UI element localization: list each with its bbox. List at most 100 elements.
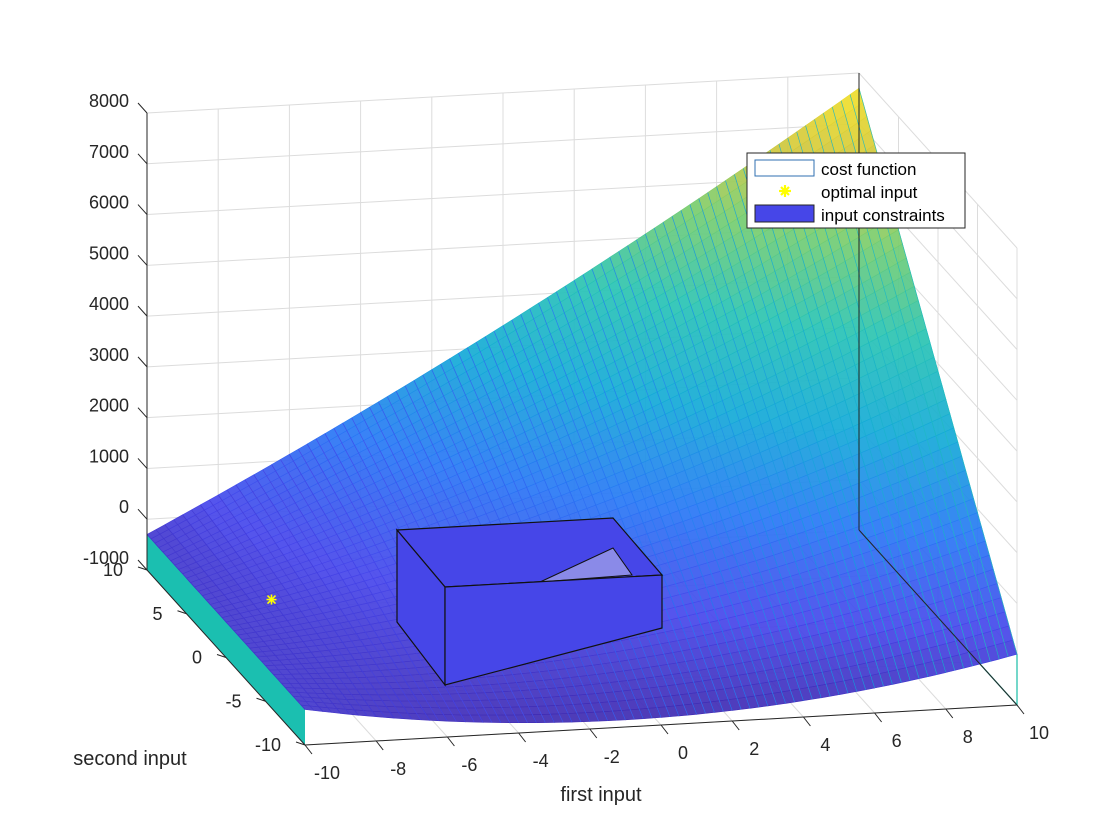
z-tick-label: 8000 — [89, 91, 129, 111]
y-tick-mark — [256, 697, 266, 702]
surface-mesh-line — [511, 319, 671, 717]
z-tick-mark — [137, 508, 148, 520]
x-tick-label: 0 — [678, 743, 688, 763]
z-tick-mark — [137, 407, 148, 419]
x-axis-label: first input — [560, 784, 642, 806]
surface-mesh-line — [760, 156, 920, 679]
z-tick-mark — [137, 254, 148, 266]
surface-mesh-line — [217, 494, 377, 717]
surface-mesh-line — [689, 204, 849, 694]
surface-mesh-line — [653, 228, 813, 700]
x-tick-mark — [803, 716, 811, 727]
surface-mesh-line — [609, 257, 769, 707]
surface-mesh-line — [200, 504, 359, 716]
surface-mesh-line — [680, 210, 840, 695]
z-tick-label: 4000 — [89, 294, 129, 314]
legend-swatch-optimal-input — [779, 185, 791, 197]
surface-mesh-line — [155, 529, 315, 711]
surface-mesh-line — [591, 268, 751, 709]
surface-mesh-line — [734, 174, 893, 685]
surface-mesh-line — [538, 302, 697, 715]
y-tick-label: 5 — [152, 604, 162, 624]
surface-mesh-line — [573, 280, 733, 711]
surface-mesh-line — [547, 297, 706, 714]
x-tick-mark — [945, 708, 954, 719]
z-tick-label: 2000 — [89, 396, 129, 416]
surface-mesh-line — [262, 469, 421, 720]
right-floor-edge — [858, 529, 1018, 706]
surface-mesh-line — [627, 245, 786, 704]
legend: cost function optimal input input constr… — [746, 152, 966, 229]
z-tick-mark — [137, 458, 148, 469]
surface-mesh-line — [244, 479, 404, 719]
z-tick-label: 3000 — [89, 345, 129, 365]
x-tick-label: 2 — [749, 739, 759, 759]
z-tick-mark — [137, 102, 148, 114]
y-tick-mark — [295, 741, 306, 746]
grid-line — [146, 123, 860, 165]
surface-mesh-line — [209, 499, 368, 717]
z-tick-label: 6000 — [89, 193, 129, 213]
surface-mesh-line — [618, 251, 778, 705]
surface-mesh-line — [173, 519, 332, 713]
grid-line — [146, 72, 860, 114]
surface-mesh-line — [725, 180, 884, 687]
x-tick-mark — [589, 728, 598, 739]
x-tick-mark — [447, 736, 455, 747]
x-tick-mark — [304, 744, 313, 755]
y-tick-label: -10 — [255, 735, 281, 755]
x-tick-label: -4 — [533, 751, 549, 771]
z-tick-mark — [137, 153, 148, 165]
legend-label-optimal-input: optimal input — [821, 183, 918, 202]
constraint-front-face — [444, 574, 663, 686]
surface-mesh-line — [280, 459, 439, 721]
surface-mesh-line — [164, 524, 324, 712]
surface-mesh-line — [778, 143, 938, 675]
surface-mesh-line — [235, 484, 395, 719]
x-tick-label: 4 — [820, 735, 830, 755]
x-tick-label: 10 — [1029, 723, 1049, 743]
legend-swatch-input-constraints — [754, 204, 815, 223]
y-tick-label: 10 — [103, 560, 123, 580]
surface-mesh-line — [564, 285, 724, 712]
surface-mesh-line — [556, 291, 715, 713]
z-tick-mark — [137, 356, 148, 368]
x-tick-label: -10 — [314, 763, 340, 783]
surface-mesh-line — [742, 168, 902, 683]
tick-labels: -10 -8 -6 -4 -2 0 2 4 6 8 10-10-50510-100001000200… — [83, 91, 1049, 783]
x-tick-mark — [1016, 704, 1025, 715]
y-axis-label: second input — [73, 748, 187, 770]
optimal-input-stroke — [266, 594, 277, 605]
surface-mesh-line — [636, 239, 795, 703]
z-tick-label: 1000 — [89, 446, 129, 466]
constraint-inner-face — [539, 547, 633, 583]
surface-mesh-line — [769, 150, 929, 677]
z-tick-label: -1000 — [83, 548, 129, 568]
surface-mesh-line — [671, 216, 831, 697]
x-tick-label: 6 — [892, 731, 902, 751]
surface-mesh-line — [146, 534, 306, 710]
x-tick-mark — [731, 720, 740, 731]
z-tick-mark — [137, 204, 148, 215]
surface-mesh-line — [182, 514, 341, 714]
surface-mesh-line — [253, 474, 413, 720]
z-tick-label: 5000 — [89, 243, 129, 263]
surface-mesh-line — [289, 454, 448, 722]
y-tick-mark — [137, 566, 148, 571]
x-tick-label: -6 — [461, 755, 477, 775]
axes — [146, 73, 1018, 746]
surface-mesh-line — [600, 262, 760, 708]
x-tick-label: -2 — [604, 747, 620, 767]
surface-mesh-line — [226, 489, 386, 718]
y-tick-label: -5 — [225, 691, 241, 711]
surface-mesh-line — [751, 162, 911, 681]
surface-skirt-left — [147, 534, 305, 745]
x-tick-label: 8 — [963, 727, 973, 747]
legend-swatch-cost-function — [754, 159, 815, 177]
z-tick-label: 7000 — [89, 142, 129, 162]
y-tick-label: 0 — [192, 648, 202, 668]
y-tick-mark — [177, 610, 187, 615]
surface-mesh-line — [716, 186, 875, 689]
surface-mesh-line — [662, 222, 822, 698]
